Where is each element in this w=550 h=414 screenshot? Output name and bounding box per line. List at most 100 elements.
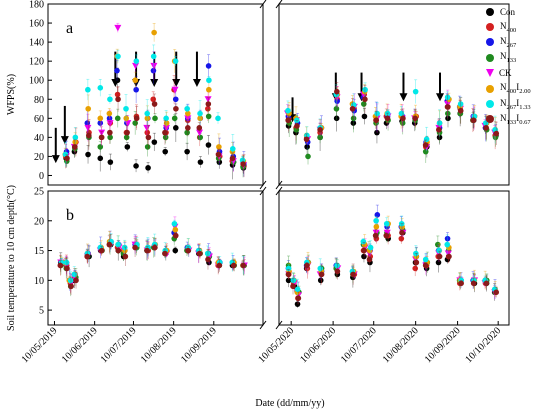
y-tick-label: 120 [29, 57, 44, 68]
data-point [144, 115, 151, 122]
x-tick-label: 10/07/2019 [99, 325, 139, 365]
data-point [361, 247, 367, 254]
data-point [123, 115, 130, 122]
data-point [206, 77, 212, 84]
x-tick-label: 10/09/2020 [423, 325, 463, 365]
data-point [383, 220, 390, 227]
data-point [285, 277, 292, 284]
data-point [412, 88, 419, 95]
legend-label: Con [500, 6, 516, 17]
x-tick-label: 10/08/2020 [381, 325, 421, 365]
axis-break-mark [275, 180, 283, 190]
data-point [457, 107, 464, 114]
y-tick-label: 0 [39, 171, 44, 182]
data-point [197, 159, 204, 165]
data-point [317, 126, 323, 133]
data-point [84, 124, 92, 132]
data-point [132, 77, 139, 84]
data-point [205, 256, 211, 263]
data-point [107, 96, 113, 103]
legend-item: N133I0.67 [486, 112, 548, 127]
data-point [173, 125, 179, 131]
data-point [97, 120, 104, 126]
data-point [493, 289, 500, 296]
axis-break-mark [275, 320, 283, 330]
data-point [334, 268, 341, 275]
data-point [229, 155, 236, 162]
data-point [151, 101, 158, 107]
data-point [361, 253, 367, 260]
legend-label: N400I2.00 [500, 82, 531, 96]
data-point [304, 144, 310, 150]
data-point [71, 271, 78, 278]
x-tick-label: 10/07/2020 [339, 325, 379, 365]
data-point [350, 120, 357, 126]
x-tick-label: 10/09/2019 [179, 325, 219, 365]
data-point [107, 159, 114, 165]
y-axis-title: Soil temperature to 10 cm depth(°C) [6, 185, 17, 331]
data-point [185, 247, 191, 254]
data-point [185, 125, 191, 131]
data-point [446, 253, 452, 260]
legend-item: N267 [486, 35, 548, 50]
axis-break-mark [259, 180, 267, 190]
legend-item: N400 [486, 19, 548, 34]
data-point [150, 53, 157, 60]
data-point [215, 115, 221, 122]
axis-break-mark [275, 0, 283, 9]
event-arrow-head [399, 93, 408, 102]
data-point [285, 271, 292, 278]
data-point [373, 217, 379, 224]
data-point [123, 105, 129, 112]
data-point [457, 101, 464, 107]
data-point [362, 96, 368, 103]
chart-legend: Con N400 N267 N133 CK N400I2.00 N267I1.33 N133I… [486, 4, 548, 127]
data-point [372, 232, 379, 239]
data-point [184, 129, 190, 136]
data-point [294, 117, 300, 124]
y-tick-label: 10 [34, 276, 44, 287]
data-point [151, 244, 158, 251]
legend-label: N133I0.67 [500, 113, 531, 126]
data-point [144, 144, 151, 150]
data-point [172, 232, 179, 239]
data-point [124, 129, 130, 136]
data-point [436, 247, 442, 254]
legend-item: N133 [486, 50, 548, 65]
data-point [444, 250, 452, 258]
data-point [422, 142, 429, 148]
data-point [285, 117, 291, 124]
data-point [240, 262, 247, 269]
plot-frame-2019 [47, 190, 264, 326]
data-point [205, 101, 212, 107]
data-point [133, 58, 140, 64]
data-point [115, 96, 121, 103]
data-point [317, 134, 323, 141]
data-point [334, 262, 340, 269]
data-point [285, 265, 292, 272]
axis-break-mark [259, 320, 267, 330]
data-point [350, 115, 357, 122]
data-point [413, 259, 420, 266]
data-point [294, 286, 301, 293]
data-point [72, 134, 79, 141]
panel-label: a [66, 20, 73, 37]
event-arrow-head [51, 155, 60, 164]
data-point [383, 232, 390, 239]
data-point [445, 115, 451, 122]
data-point [151, 139, 158, 145]
y-tick-label: 25 [34, 187, 44, 198]
y-tick-label: 100 [29, 76, 44, 87]
data-point [400, 115, 406, 122]
data-point [162, 250, 168, 257]
y-tick-label: 180 [29, 0, 44, 11]
data-point [367, 244, 374, 251]
legend-item: Con [486, 4, 548, 19]
data-point [398, 235, 405, 242]
plot-frame-2020 [278, 190, 510, 326]
data-point [171, 86, 179, 94]
data-point [317, 265, 324, 272]
data-point [85, 151, 91, 158]
data-point [483, 280, 490, 287]
data-point [72, 139, 78, 145]
